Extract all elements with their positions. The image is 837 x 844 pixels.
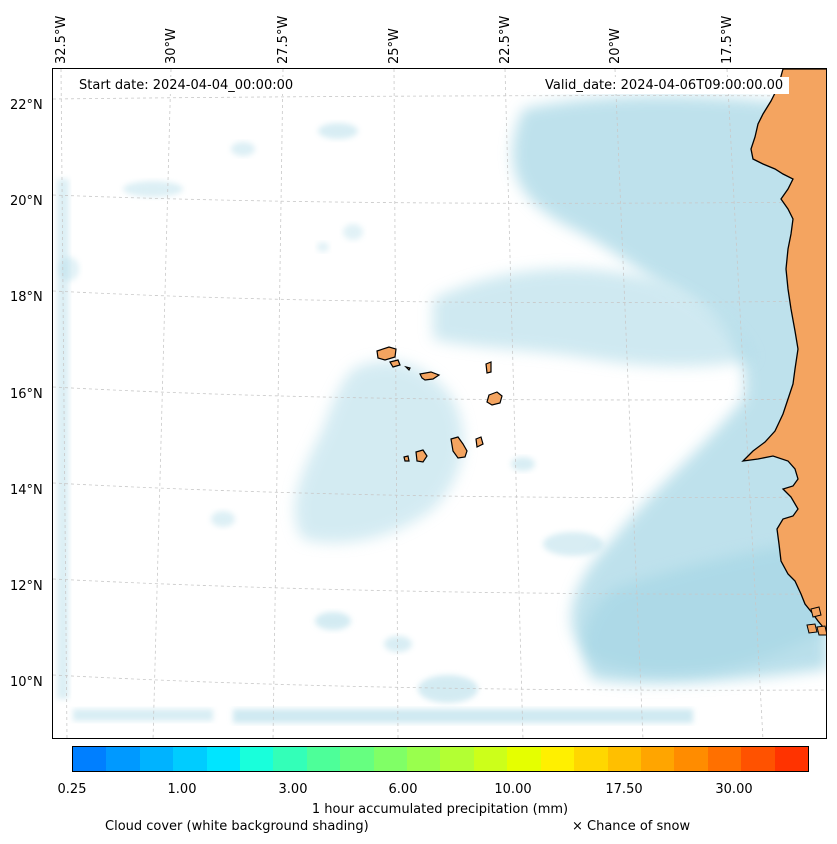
gridline-lon-27-5w — [272, 69, 284, 738]
cloud-cover-legend: Cloud cover (white background shading) — [105, 819, 369, 834]
colorbar-segment — [574, 747, 608, 771]
colorbar-segment — [139, 747, 174, 771]
colorbar-segment — [674, 747, 708, 771]
gridline-lon-22-5w — [504, 69, 524, 738]
island-maio — [475, 436, 484, 448]
colorbar-segment — [373, 747, 408, 771]
map-canvas — [53, 69, 826, 738]
colorbar-title: 1 hour accumulated precipitation (mm) — [311, 802, 569, 817]
lon-label-25w: 25°W — [387, 28, 402, 64]
island-sal — [485, 361, 492, 374]
lat-label-16n: 16°N — [10, 387, 43, 402]
colorbar-tick-0-25: 0.25 — [57, 782, 87, 797]
colorbar-segment — [774, 747, 808, 771]
colorbar-segment — [607, 747, 641, 771]
lon-label-32-5w: 32.5°W — [54, 15, 69, 64]
gridline-lon-20w — [614, 69, 644, 738]
africa-landmass — [741, 69, 826, 629]
valid-date-label: Valid_date: 2024-04-06T09:00:00.00 — [539, 77, 790, 94]
cape-verde-islands — [376, 346, 503, 463]
island-sao-vicente — [389, 359, 401, 368]
lat-label-10n: 10°N — [10, 675, 43, 690]
map-panel[interactable]: Start date: 2024-04-04_00:00:00 Valid_da… — [52, 68, 827, 739]
cloud-cover-layer — [57, 95, 826, 723]
lat-label-18n: 18°N — [10, 290, 43, 305]
colorbar-segment — [540, 747, 575, 771]
gridline-lon-25w — [393, 69, 399, 738]
colorbar-segment — [440, 747, 474, 771]
island-santo-antao — [376, 346, 397, 361]
colorbar-segment — [306, 747, 341, 771]
precipitation-colorbar — [72, 746, 809, 772]
gridline-lon-32-5w — [60, 69, 68, 738]
bijagos-island-b — [806, 623, 818, 634]
colorbar-segment — [340, 747, 374, 771]
colorbar-tick-30-00: 30.00 — [715, 782, 753, 797]
lon-label-27-5w: 27.5°W — [276, 15, 291, 64]
colorbar-segment — [240, 747, 274, 771]
island-brava — [403, 455, 410, 462]
colorbar-segment — [73, 747, 107, 771]
lon-label-30w: 30°W — [164, 28, 179, 64]
gridline-lon-30w — [152, 69, 172, 738]
snow-chance-legend: × Chance of snow — [572, 819, 691, 834]
colorbar-segment — [106, 747, 140, 771]
island-santa-luzia — [404, 365, 411, 372]
start-date-label: Start date: 2024-04-04_00:00:00 — [73, 77, 300, 94]
lon-label-20w: 20°W — [608, 28, 623, 64]
lon-label-17-5w: 17.5°W — [720, 15, 735, 64]
lat-label-20n: 20°N — [10, 194, 43, 209]
bijagos-island-a — [810, 606, 822, 618]
colorbar-segment — [507, 747, 541, 771]
bijagos-island-c — [816, 625, 826, 636]
lat-label-14n: 14°N — [10, 483, 43, 498]
colorbar-tick-17-50: 17.50 — [605, 782, 643, 797]
gridline-lon-17-5w — [726, 69, 764, 738]
colorbar-segment — [273, 747, 307, 771]
lat-label-22n: 22°N — [10, 98, 43, 113]
colorbar-segment — [407, 747, 441, 771]
colorbar-tick-1-00: 1.00 — [167, 782, 197, 797]
graticule — [53, 69, 826, 738]
island-boa-vista — [486, 391, 503, 406]
colorbar-tick-6-00: 6.00 — [388, 782, 418, 797]
lon-label-22-5w: 22.5°W — [498, 15, 513, 64]
colorbar-segment — [707, 747, 742, 771]
lat-label-12n: 12°N — [10, 579, 43, 594]
island-santiago — [450, 436, 468, 459]
colorbar-tick-3-00: 3.00 — [278, 782, 308, 797]
colorbar-segment — [206, 747, 241, 771]
island-sao-nicolau — [419, 371, 441, 381]
colorbar-tick-10-00: 10.00 — [494, 782, 532, 797]
colorbar-segment — [473, 747, 508, 771]
island-fogo — [415, 449, 428, 463]
colorbar-segment — [640, 747, 675, 771]
colorbar-segment — [741, 747, 775, 771]
colorbar-segment — [173, 747, 207, 771]
